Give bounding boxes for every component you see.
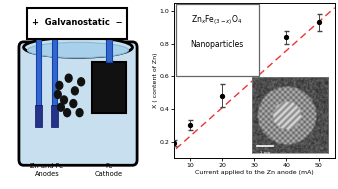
Bar <box>36 36 42 109</box>
Text: +  Galvanostatic  −: + Galvanostatic − <box>32 18 123 27</box>
Circle shape <box>65 74 72 82</box>
Ellipse shape <box>27 42 128 58</box>
Circle shape <box>70 100 77 108</box>
FancyBboxPatch shape <box>27 8 127 39</box>
Circle shape <box>54 91 61 98</box>
Circle shape <box>71 87 78 95</box>
Circle shape <box>56 81 63 89</box>
Bar <box>52 36 57 109</box>
Circle shape <box>64 109 71 117</box>
Circle shape <box>76 109 83 117</box>
Text: Zn and Fe
Anodes: Zn and Fe Anodes <box>30 163 64 177</box>
Bar <box>51 105 58 127</box>
Text: 2 nm: 2 nm <box>260 151 270 155</box>
Bar <box>106 29 112 62</box>
Circle shape <box>78 78 84 86</box>
Text: Zn$_x$Fe$_{(3-x)}$O$_4$: Zn$_x$Fe$_{(3-x)}$O$_4$ <box>191 13 242 27</box>
Circle shape <box>61 96 68 104</box>
Bar <box>92 62 126 113</box>
Y-axis label: X ( content of Zn): X ( content of Zn) <box>153 53 158 108</box>
X-axis label: Current applied to the Zn anode (mA): Current applied to the Zn anode (mA) <box>195 170 314 175</box>
Text: Nanoparticles: Nanoparticles <box>190 40 243 49</box>
Bar <box>35 105 42 127</box>
Text: Fe
Cathode: Fe Cathode <box>95 163 123 177</box>
FancyBboxPatch shape <box>19 42 137 165</box>
FancyBboxPatch shape <box>176 4 259 76</box>
Circle shape <box>57 103 64 111</box>
Ellipse shape <box>24 37 132 57</box>
